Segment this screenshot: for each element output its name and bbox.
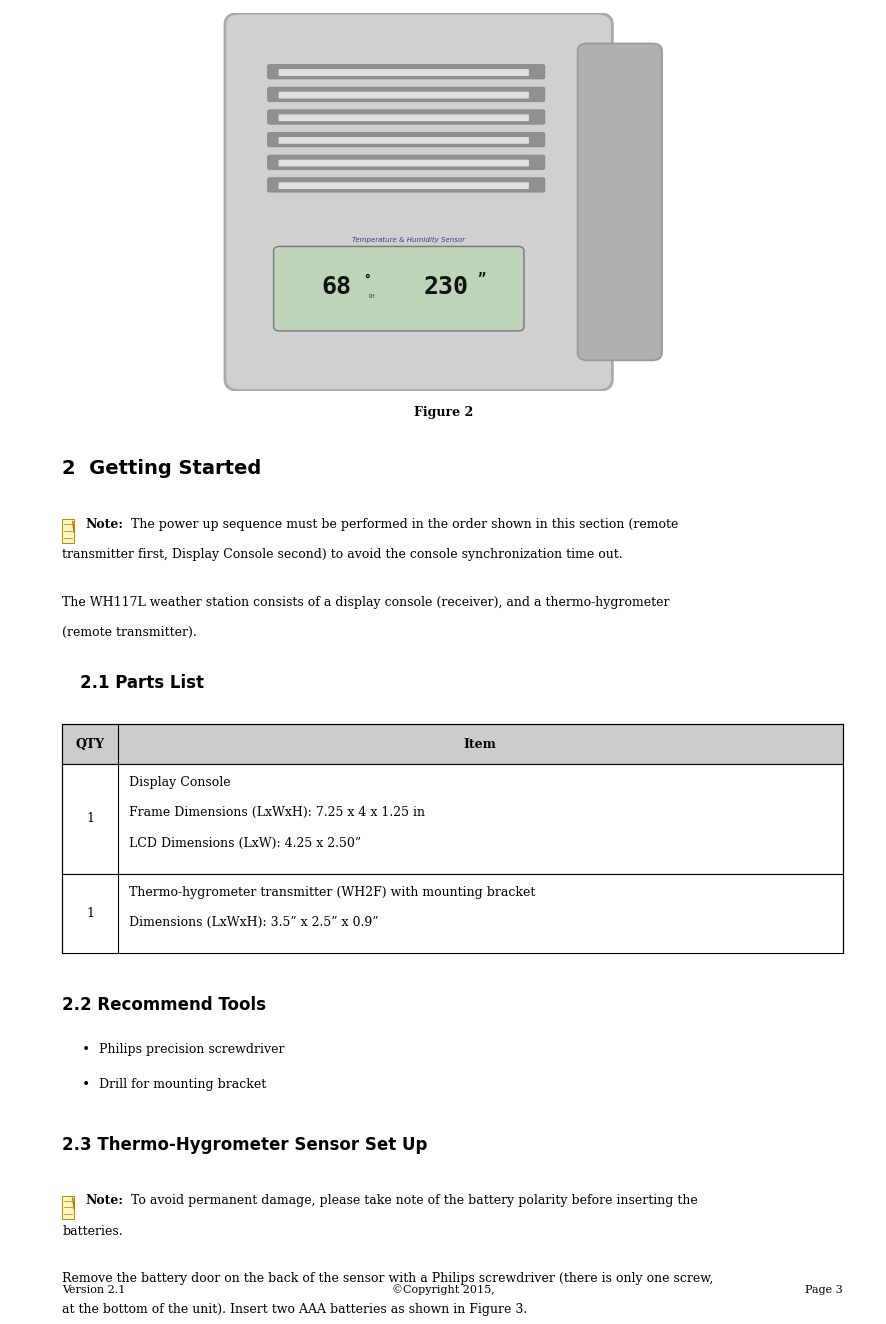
Text: Dimensions (LxWxH): 3.5” x 2.5” x 0.9”: Dimensions (LxWxH): 3.5” x 2.5” x 0.9” — [128, 916, 377, 929]
Text: ©Copyright 2015,: ©Copyright 2015, — [392, 1284, 494, 1295]
Text: 1: 1 — [86, 813, 94, 825]
FancyBboxPatch shape — [268, 87, 544, 102]
FancyBboxPatch shape — [268, 65, 544, 79]
Text: Note:: Note: — [85, 1194, 123, 1207]
Text: Version 2.1: Version 2.1 — [62, 1284, 125, 1295]
Text: Temperature & Humidity Sensor: Temperature & Humidity Sensor — [352, 237, 464, 242]
Text: To avoid permanent damage, please take note of the battery polarity before inser: To avoid permanent damage, please take n… — [131, 1194, 697, 1207]
Text: 1: 1 — [86, 907, 94, 920]
Text: LCD Dimensions (LxW): 4.25 x 2.50”: LCD Dimensions (LxW): 4.25 x 2.50” — [128, 837, 361, 850]
Text: °: ° — [362, 273, 369, 286]
Text: at the bottom of the unit). Insert two AAA batteries as shown in Figure 3.: at the bottom of the unit). Insert two A… — [62, 1303, 527, 1316]
Text: Drill for mounting bracket: Drill for mounting bracket — [99, 1078, 267, 1091]
Text: Frame Dimensions (LxWxH): 7.25 x 4 x 1.25 in: Frame Dimensions (LxWxH): 7.25 x 4 x 1.2… — [128, 806, 424, 820]
FancyBboxPatch shape — [278, 69, 528, 75]
FancyBboxPatch shape — [278, 136, 528, 144]
FancyBboxPatch shape — [577, 44, 661, 360]
Text: (remote transmitter).: (remote transmitter). — [62, 626, 197, 639]
Text: RH: RH — [368, 294, 374, 299]
FancyBboxPatch shape — [278, 183, 528, 189]
Text: The power up sequence must be performed in the order shown in this section (remo: The power up sequence must be performed … — [131, 518, 678, 531]
Text: Figure 2: Figure 2 — [414, 406, 472, 420]
Text: Philips precision screwdriver: Philips precision screwdriver — [99, 1043, 284, 1057]
Text: Note:: Note: — [85, 518, 123, 531]
FancyBboxPatch shape — [268, 132, 544, 147]
Text: 2.1 Parts List: 2.1 Parts List — [80, 674, 204, 692]
FancyBboxPatch shape — [225, 13, 611, 391]
Text: The WH117L weather station consists of a display console (receiver), and a therm: The WH117L weather station consists of a… — [62, 596, 669, 609]
Text: •: • — [82, 1078, 89, 1092]
Text: Page 3: Page 3 — [804, 1284, 842, 1295]
Text: Item: Item — [463, 737, 496, 751]
FancyBboxPatch shape — [273, 246, 524, 331]
Text: 2  Getting Started: 2 Getting Started — [62, 459, 261, 478]
Text: •: • — [82, 1043, 89, 1058]
FancyBboxPatch shape — [268, 155, 544, 169]
Bar — [62, 519, 74, 543]
Text: 68: 68 — [322, 275, 352, 299]
Text: Thermo-hygrometer transmitter (WH2F) with mounting bracket: Thermo-hygrometer transmitter (WH2F) wit… — [128, 886, 534, 899]
Bar — [62, 764, 842, 874]
Text: transmitter first, Display Console second) to avoid the console synchronization : transmitter first, Display Console secon… — [62, 548, 622, 561]
Text: Display Console: Display Console — [128, 776, 230, 789]
Text: Remove the battery door on the back of the sensor with a Philips screwdriver (th: Remove the battery door on the back of t… — [62, 1272, 712, 1286]
Bar — [62, 724, 842, 764]
Text: ”: ” — [476, 273, 485, 286]
FancyBboxPatch shape — [268, 177, 544, 192]
Text: 2.3 Thermo-Hygrometer Sensor Set Up: 2.3 Thermo-Hygrometer Sensor Set Up — [62, 1136, 427, 1155]
Bar — [62, 874, 842, 953]
Text: QTY: QTY — [75, 737, 105, 751]
Bar — [62, 1196, 74, 1219]
Text: batteries.: batteries. — [62, 1225, 122, 1238]
FancyBboxPatch shape — [268, 110, 544, 124]
Text: 2.2 Recommend Tools: 2.2 Recommend Tools — [62, 996, 266, 1014]
Text: 230: 230 — [423, 275, 468, 299]
FancyBboxPatch shape — [278, 91, 528, 98]
FancyBboxPatch shape — [278, 160, 528, 167]
FancyBboxPatch shape — [278, 114, 528, 122]
